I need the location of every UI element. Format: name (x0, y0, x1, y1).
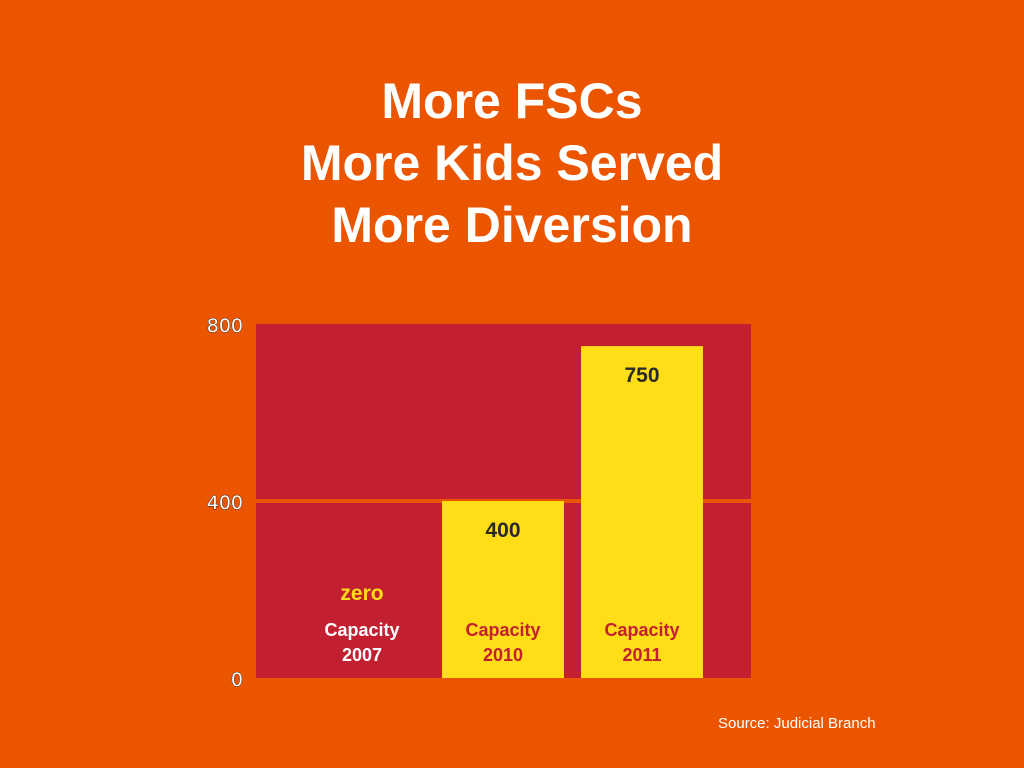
y-tick-label-1: 400 (207, 492, 243, 514)
data-label-1: 400 (485, 519, 520, 542)
y-tick-label-0: 0 (231, 669, 243, 691)
bar-2 (581, 346, 703, 678)
category-label-1-0: Capacity (465, 620, 540, 640)
category-label-2-0: Capacity (604, 620, 679, 640)
slide-title: More FSCs More Kids Served More Diversio… (0, 70, 1024, 256)
bar-1 (442, 501, 564, 678)
data-label-2: 750 (624, 364, 659, 387)
category-label-0-1: 2007 (342, 645, 382, 665)
category-label-0-0: Capacity (324, 620, 399, 640)
category-label-1-1: 2010 (483, 645, 523, 665)
data-label-0: zero (340, 582, 383, 605)
title-line-2: More Kids Served (300, 135, 724, 191)
title-line-1: More FSCs (381, 73, 643, 129)
y-tick-label-2: 800 (207, 315, 243, 337)
category-label-2-1: 2011 (622, 645, 661, 665)
title-line-3: More Diversion (331, 197, 693, 253)
source-note: Source: Judicial Branch (718, 715, 876, 732)
